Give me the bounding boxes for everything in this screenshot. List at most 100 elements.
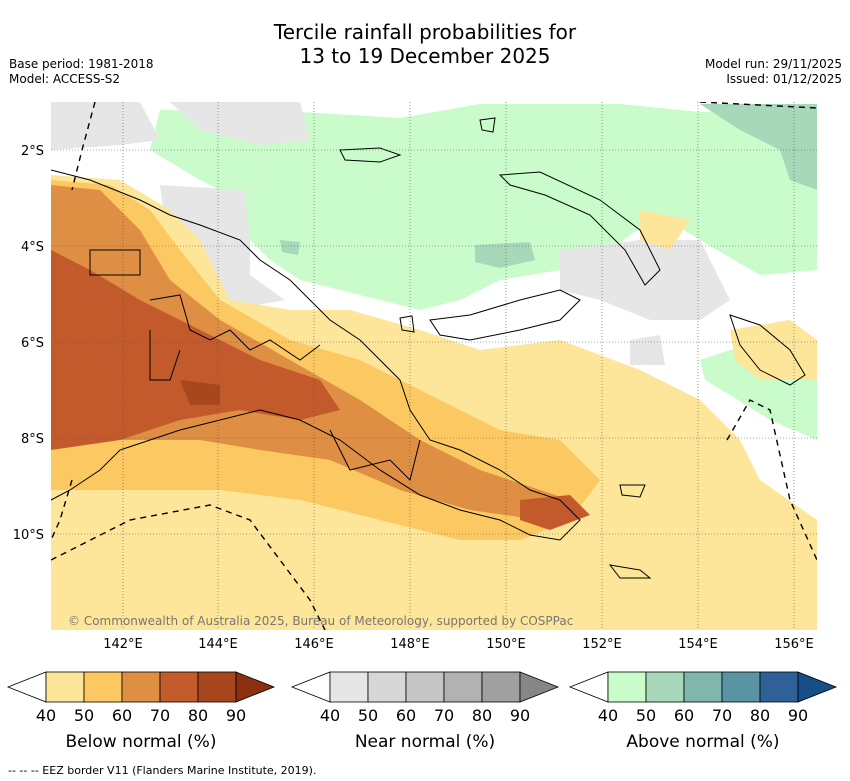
- lat-label: 4°S: [21, 240, 44, 255]
- colorbar-low-extend: [568, 671, 609, 703]
- copyright-text: © Commonwealth of Australia 2025, Bureau…: [68, 614, 573, 628]
- island-outline-6: [619, 484, 646, 498]
- below-normal-70-east-patch: [520, 495, 590, 530]
- colorbar-tick-label: 60: [112, 706, 132, 725]
- lat-label: 10°S: [13, 528, 44, 543]
- province-borders-2: [149, 294, 321, 361]
- map-area: [51, 102, 817, 630]
- colorbar-swatch: [159, 671, 199, 703]
- lat-label: 6°S: [21, 336, 44, 351]
- latitude-labels: 2°S 4°S 6°S 8°S 10°S: [13, 144, 44, 543]
- colorbar-swatch: [197, 671, 237, 703]
- colorbar-tick-label: 70: [712, 706, 732, 725]
- colorbar-title: Below normal (%): [66, 732, 217, 752]
- colorbar-low-extend: [290, 671, 331, 703]
- colorbar-swatch: [721, 671, 761, 703]
- lon-label: 150°E: [486, 637, 526, 652]
- longitude-labels: 142°E 144°E 146°E 148°E 150°E 152°E 154°…: [103, 637, 814, 652]
- new-guinea-coast: [51, 169, 581, 541]
- eez-west-south: [51, 479, 73, 541]
- eez-east: [726, 399, 817, 561]
- footer-note: -- -- -- EEZ border V11 (Flanders Marine…: [8, 764, 317, 777]
- near-normal-small-patch: [630, 335, 665, 365]
- colorbar-tick-label: 80: [750, 706, 770, 725]
- colorbar-tick-label: 60: [396, 706, 416, 725]
- lon-label: 146°E: [294, 637, 334, 652]
- meta-right: Model run: 29/11/2025 Issued: 01/12/2025: [705, 57, 842, 87]
- model-text: Model: ACCESS-S2: [9, 72, 121, 86]
- title-line-2: 13 to 19 December 2025: [299, 44, 551, 68]
- colorbar-swatch: [367, 671, 407, 703]
- colorbar-low-extend: [6, 671, 47, 703]
- colorbar-high-extend: [797, 671, 838, 703]
- colorbar-tick-label: 90: [510, 706, 530, 725]
- island-outline-4: [479, 117, 496, 133]
- colorbar-1: 40 50 60 70 80 90 Near normal (%): [290, 671, 560, 752]
- colorbar-swatch: [443, 671, 483, 703]
- below-normal-40-east-patch: [730, 320, 817, 380]
- island-outline-3: [729, 314, 806, 386]
- meta-left: Base period: 1981-2018 Model: ACCESS-S2: [9, 57, 154, 87]
- colorbar-swatch: [121, 671, 161, 703]
- colorbar-tick-label: 80: [472, 706, 492, 725]
- colorbar-tick-label: 60: [674, 706, 694, 725]
- province-borders-3: [149, 330, 181, 381]
- colorbar-tick-label: 40: [36, 706, 56, 725]
- base-period-text: Base period: 1981-2018: [9, 57, 154, 71]
- near-normal-east-region: [560, 240, 730, 320]
- above-normal-center-patch: [475, 242, 535, 268]
- issued-text: Issued: 01/12/2025: [726, 72, 842, 86]
- colorbar-tick-label: 80: [188, 706, 208, 725]
- colorbar-swatch: [683, 671, 723, 703]
- page-title: Tercile rainfall probabilities for 13 to…: [0, 20, 850, 68]
- coastlines: [51, 117, 806, 579]
- colorbar-swatch: [645, 671, 685, 703]
- near-normal-north-region: [170, 102, 310, 145]
- lat-label: 2°S: [21, 144, 44, 159]
- colorbar-swatch: [83, 671, 123, 703]
- colorbar-title: Near normal (%): [355, 732, 495, 752]
- lat-label: 8°S: [21, 432, 44, 447]
- colorbar-tick-label: 90: [788, 706, 808, 725]
- province-borders-4: [329, 429, 421, 481]
- colorbar-high-extend: [235, 671, 276, 703]
- below-normal-80-patch: [180, 380, 220, 405]
- above-normal-small-patch: [280, 240, 300, 255]
- colorbar-tick-label: 40: [320, 706, 340, 725]
- province-border-1: [89, 249, 141, 276]
- lon-label: 148°E: [390, 637, 430, 652]
- model-run-text: Model run: 29/11/2025: [704, 57, 842, 71]
- lon-label: 144°E: [198, 637, 238, 652]
- eez-south: [51, 504, 326, 630]
- colorbar-0: 40 50 60 70 80 90 Below normal (%): [6, 671, 276, 752]
- colorbar-tick-label: 90: [226, 706, 246, 725]
- colorbar-tick-label: 40: [598, 706, 618, 725]
- colorbar-swatch: [45, 671, 85, 703]
- colorbar-tick-label: 50: [358, 706, 378, 725]
- gridlines: [51, 102, 817, 630]
- colorbar-swatch: [607, 671, 647, 703]
- island-outline-5: [399, 315, 415, 333]
- eez-north-east: [699, 102, 817, 109]
- colorbar-swatch: [405, 671, 445, 703]
- colorbar-group: 40 50 60 70 80 90 Below normal (%) 40 50 60 70 80 90…: [6, 671, 838, 752]
- colorbar-swatch: [759, 671, 799, 703]
- below-normal-50-region: [51, 180, 600, 540]
- colorbar-tick-label: 50: [74, 706, 94, 725]
- lon-label: 154°E: [678, 637, 718, 652]
- island-outline-7: [608, 564, 652, 579]
- colorbar-swatch: [329, 671, 369, 703]
- title-line-1: Tercile rainfall probabilities for: [273, 20, 577, 44]
- colorbar-title: Above normal (%): [626, 732, 779, 752]
- near-normal-nw-region: [51, 102, 160, 150]
- colorbar-swatch: [481, 671, 521, 703]
- colorbar-high-extend: [519, 671, 560, 703]
- below-normal-60-region: [51, 185, 570, 520]
- lon-label: 142°E: [103, 637, 143, 652]
- colorbar-tick-label: 50: [636, 706, 656, 725]
- below-normal-40-north-patch: [640, 210, 690, 250]
- above-normal-north-region: [150, 104, 817, 310]
- colorbar-tick-label: 70: [150, 706, 170, 725]
- island-outline-2: [429, 289, 581, 341]
